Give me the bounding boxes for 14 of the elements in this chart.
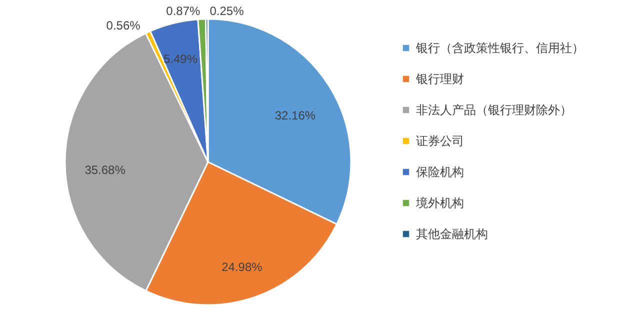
data-label: 0.87%: [166, 4, 200, 18]
data-label: 24.98%: [222, 260, 263, 274]
data-label: 32.16%: [274, 108, 316, 122]
legend-label: 其他金融机构: [416, 227, 488, 241]
legend-label: 银行理财: [415, 72, 464, 86]
data-label: 35.68%: [84, 163, 126, 178]
legend-label: 银行（含政策性银行、信用社）: [415, 41, 584, 55]
data-label: 5.49%: [163, 52, 198, 66]
data-label: 0.56%: [106, 18, 141, 33]
legend-label: 证券公司: [416, 134, 464, 148]
legend-label: 保险机构: [416, 165, 464, 179]
legend-label: 非法人产品（银行理财除外）: [416, 103, 572, 117]
data-label: 0.25%: [210, 4, 244, 18]
legend-label: 境外机构: [415, 196, 464, 210]
